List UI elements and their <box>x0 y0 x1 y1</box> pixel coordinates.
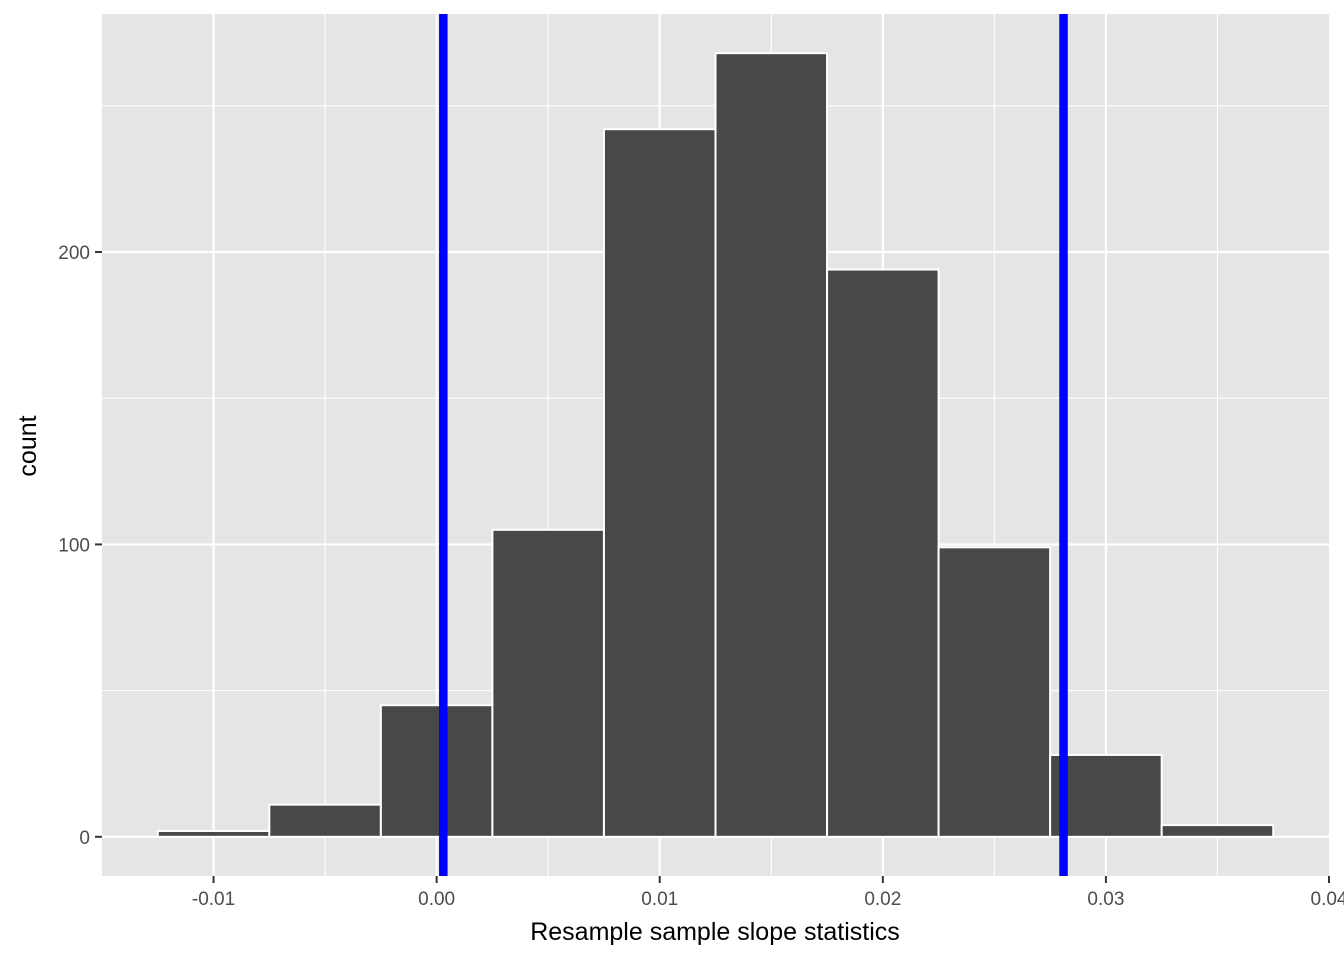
histogram-bar <box>491 528 605 838</box>
histogram-bar <box>268 803 382 838</box>
x-tick-label: 0.03 <box>1087 889 1124 910</box>
histogram-bar <box>937 546 1052 838</box>
histogram-bar <box>156 829 271 838</box>
y-tick-label: 200 <box>58 243 90 264</box>
histogram-bars <box>156 52 1275 838</box>
histogram-bar <box>826 268 940 838</box>
x-tick-label: 0.01 <box>641 889 678 910</box>
y-axis-title: count <box>14 415 42 476</box>
x-axis: -0.01 0.00 0.01 0.02 0.03 0.04 <box>192 876 1344 910</box>
histogram-bar <box>379 704 494 838</box>
x-tick-label: 0.04 <box>1311 889 1344 910</box>
y-tick-label: 0 <box>79 828 90 849</box>
histogram-bar <box>1160 824 1275 838</box>
reference-lines <box>439 14 1068 876</box>
x-tick-label: 0.00 <box>418 889 455 910</box>
y-axis: 0 100 200 <box>58 243 102 849</box>
histogram-bar <box>714 52 829 838</box>
y-tick-label: 100 <box>58 535 90 556</box>
x-tick-label: 0.02 <box>864 889 901 910</box>
histogram-bar <box>602 128 717 838</box>
x-axis-title: Resample sample slope statistics <box>530 918 900 946</box>
x-tick-label: -0.01 <box>192 889 235 910</box>
histogram-bar <box>1049 753 1163 838</box>
